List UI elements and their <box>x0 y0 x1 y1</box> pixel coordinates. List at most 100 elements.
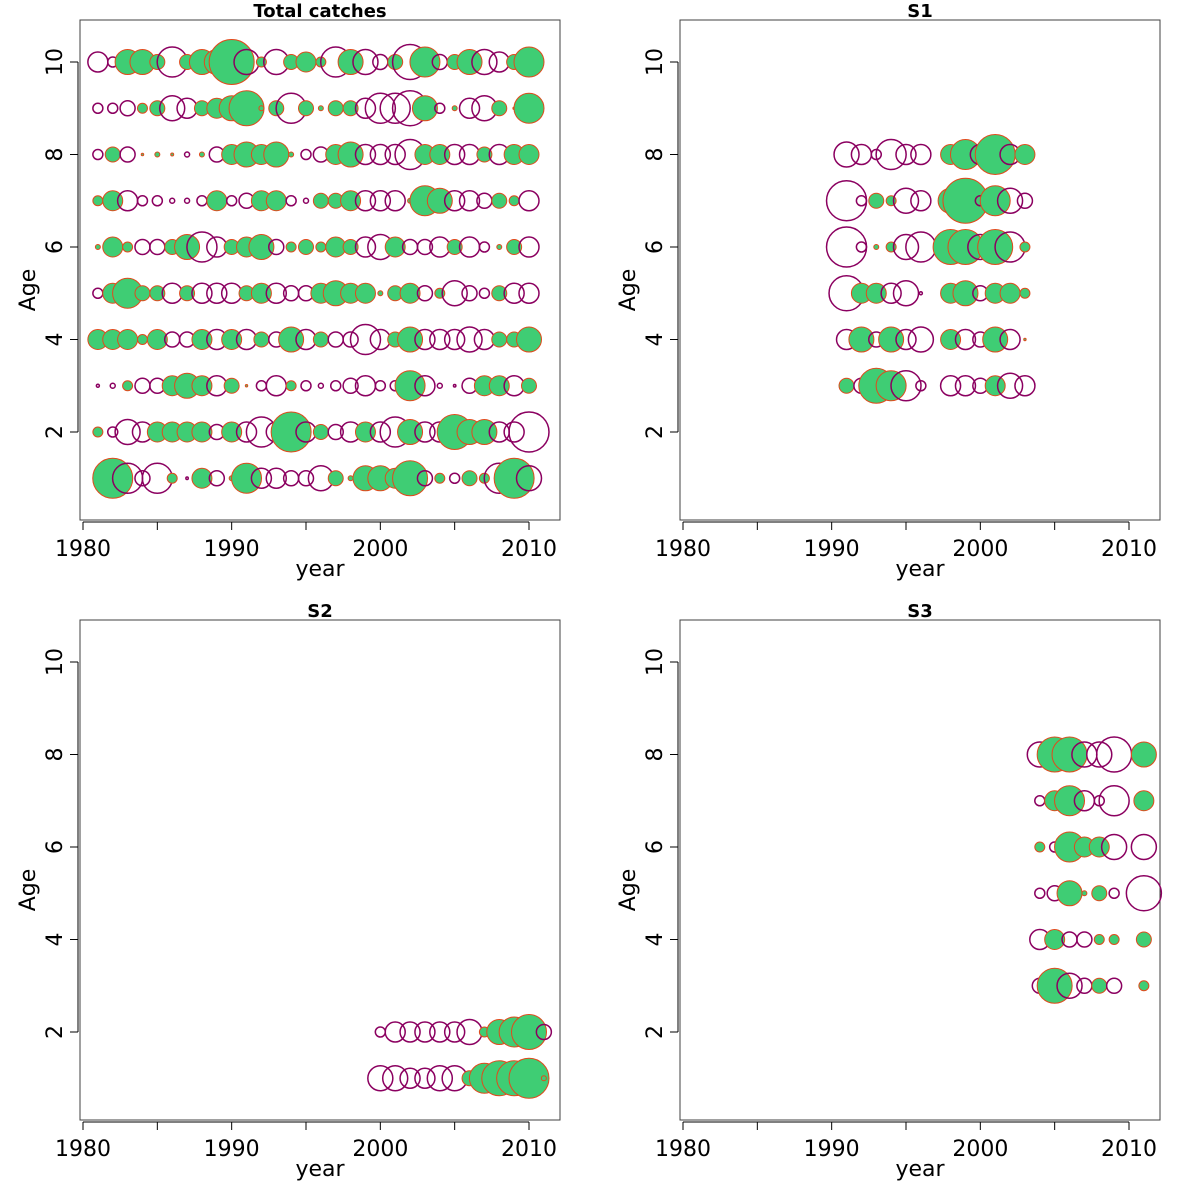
bubble-point <box>349 323 382 356</box>
bubble-point <box>996 372 1024 399</box>
y-tick-label: 10 <box>43 648 68 676</box>
y-axis-title: Age <box>616 269 641 312</box>
bubble-point <box>1076 931 1093 948</box>
bubble-point <box>317 105 324 112</box>
bubble-point <box>496 244 503 250</box>
bubble-point <box>414 328 436 351</box>
bubble-point <box>850 143 873 166</box>
bubble-point <box>429 1021 451 1043</box>
bubble-point <box>300 380 312 392</box>
y-tick-label: 6 <box>43 240 68 254</box>
bubble-point <box>298 239 314 255</box>
x-tick-label: 1990 <box>804 537 860 562</box>
bubble-point <box>191 467 213 489</box>
bubble-point <box>996 187 1024 214</box>
bubble-point <box>149 238 166 256</box>
bubble-point <box>999 328 1021 351</box>
chart-panel-2: S1 1980 1990 2000 2010 year 2 4 6 8 10 Age <box>616 1 1161 582</box>
bubble-point <box>434 102 446 114</box>
bubble-point <box>106 426 119 438</box>
bubble-point <box>154 151 161 158</box>
bubble-point <box>317 382 325 389</box>
bubble-point <box>119 146 136 163</box>
bubble-point <box>414 1067 436 1089</box>
bubble-point <box>892 233 920 261</box>
y-tick-label: 2 <box>643 1025 668 1039</box>
bubble-point <box>939 375 962 397</box>
bubble-point <box>513 46 545 78</box>
bubble-point <box>443 190 466 212</box>
y-tick-label: 6 <box>643 840 668 854</box>
bubble-point <box>208 39 255 85</box>
bubble-point <box>399 282 421 304</box>
bubble-point <box>367 1065 394 1092</box>
bubble-point <box>312 424 329 440</box>
bubble-point <box>868 192 885 209</box>
bubble-point <box>1034 887 1046 899</box>
chart-panel-1: Total catches 1980 1990 2000 2010 year 2 4 6 8 10 A… <box>16 1 561 582</box>
bubble-point <box>918 291 924 296</box>
bubble-point <box>448 472 461 484</box>
x-tick-label: 2010 <box>501 1137 557 1162</box>
bubble-point <box>248 234 275 260</box>
bubble-point <box>478 287 491 299</box>
bubble-point <box>379 92 411 124</box>
bubble-point <box>905 231 937 263</box>
bubble-point <box>134 238 151 256</box>
bubble-point <box>838 377 855 394</box>
bubble-point <box>381 1065 409 1092</box>
y-tick-label: 6 <box>643 240 668 254</box>
bubble-point <box>875 138 907 171</box>
bubble-point <box>225 195 238 207</box>
bubble-point <box>1014 144 1036 165</box>
bubble-point <box>414 421 436 443</box>
bubble-point <box>94 244 101 250</box>
bubble-point <box>342 239 359 255</box>
bubble-point <box>297 470 315 487</box>
bubbles <box>87 39 550 499</box>
y-tick-label: 10 <box>643 648 668 676</box>
bubble-point <box>149 285 166 302</box>
bubble-point <box>471 48 498 76</box>
bubble-point <box>231 462 263 494</box>
bubble-point <box>268 238 285 256</box>
bubble-point <box>516 326 542 353</box>
bubble-point <box>825 226 868 268</box>
y-tick-label: 10 <box>643 48 668 76</box>
x-tick-label: 1990 <box>204 537 260 562</box>
bubble-point <box>458 97 481 119</box>
bubble-point <box>92 148 104 161</box>
bubble-point <box>518 190 540 212</box>
bubble-point <box>136 334 148 345</box>
bubble-point <box>491 331 508 348</box>
bubble-point <box>508 411 550 453</box>
bubble-point <box>354 282 376 304</box>
bubble-point <box>1019 241 1031 253</box>
bubble-point <box>136 195 149 207</box>
bubble-point <box>478 241 491 253</box>
bubble-point <box>1098 785 1130 817</box>
bubble-point <box>1100 833 1128 861</box>
bubble-point <box>511 1014 547 1050</box>
bubble-point <box>186 231 218 263</box>
bubble-point <box>327 100 344 117</box>
x-tick-label: 1990 <box>204 1137 260 1162</box>
bubble-point <box>140 152 145 157</box>
bubble-point <box>895 328 917 351</box>
bubble-point <box>426 1065 454 1092</box>
bubble-point <box>191 375 213 397</box>
bubble-point <box>295 51 317 73</box>
bubble-point <box>491 192 508 209</box>
bubble-point <box>1135 931 1152 948</box>
bubble-point <box>1036 967 1073 1004</box>
bubble-point <box>384 236 406 258</box>
bubble-point <box>265 467 288 489</box>
bubble-point <box>491 285 508 302</box>
bubble-point <box>476 146 493 163</box>
bubble-point <box>312 192 329 209</box>
bubble-point <box>337 49 364 75</box>
plot-frame <box>79 619 561 1121</box>
bubble-point <box>253 331 270 348</box>
bubble-point <box>1056 880 1083 907</box>
bubble-point <box>384 143 406 166</box>
